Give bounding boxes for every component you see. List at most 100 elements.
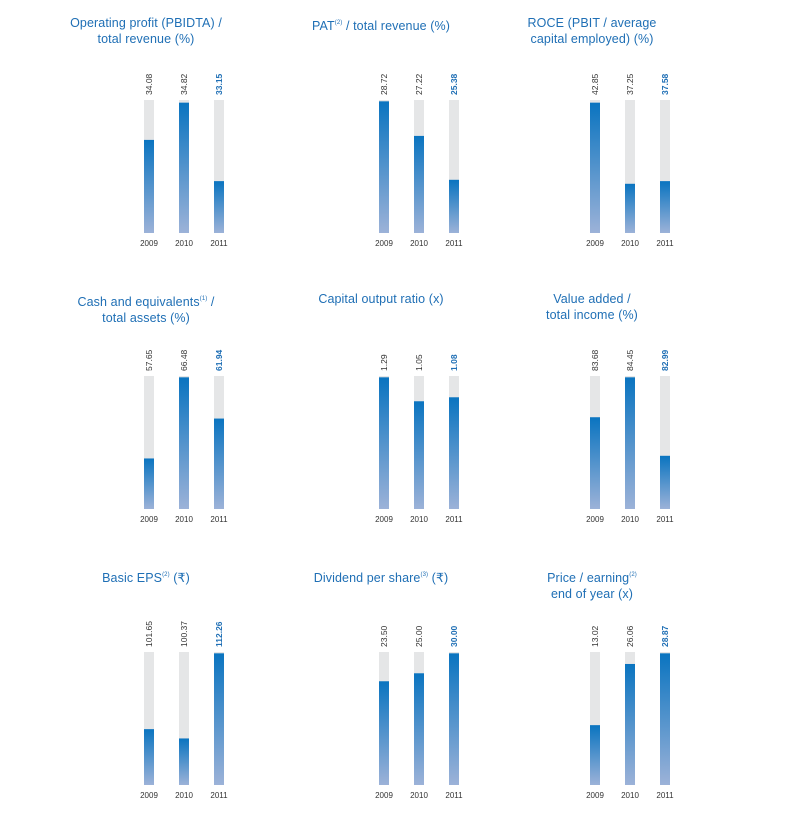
chart-svg: 1.29 2009 1.05 2010 1.08 2011 xyxy=(375,354,463,524)
value-label-2010: 84.45 xyxy=(625,349,635,371)
bar-2011 xyxy=(214,181,224,233)
year-label-2009: 2009 xyxy=(140,239,158,248)
value-label-2010: 37.25 xyxy=(625,73,635,95)
bar-2010 xyxy=(414,673,424,785)
title-text: (₹) xyxy=(428,571,449,585)
bar-2009 xyxy=(379,377,389,509)
bar-2009 xyxy=(590,102,600,233)
chart-title: PAT(2) / total revenue (%) xyxy=(261,15,501,34)
chart-title: Dividend per share(3) (₹) xyxy=(261,567,501,586)
value-label-2009: 13.02 xyxy=(590,625,600,647)
chart-panel-price-earning: Price / earning(2) end of year (x) 13.02 2… xyxy=(472,567,712,827)
bar-track xyxy=(660,376,670,509)
bar-track xyxy=(625,100,635,233)
year-label-2009: 2009 xyxy=(375,515,393,524)
year-label-2010: 2010 xyxy=(410,515,428,524)
value-label-2009: 34.08 xyxy=(144,73,154,95)
value-label-2009: 1.29 xyxy=(379,354,389,371)
year-label-2010: 2010 xyxy=(175,239,193,248)
title-text: Cash and equivalents xyxy=(77,295,200,309)
bar-2010 xyxy=(414,401,424,509)
value-label-2011: 28.87 xyxy=(660,625,670,647)
chart-svg: 13.02 2009 26.06 2010 28.87 2011 xyxy=(586,625,674,800)
chart-title: Value added / total income (%) xyxy=(472,291,712,323)
value-label-2010: 27.22 xyxy=(414,73,424,95)
bar-2010 xyxy=(625,183,635,233)
value-label-2010: 1.05 xyxy=(414,354,424,371)
bar-2011 xyxy=(214,418,224,509)
chart-svg: 34.08 2009 34.82 2010 33.15 2011 xyxy=(140,73,228,248)
year-label-2011: 2011 xyxy=(210,791,228,800)
value-label-2011: 25.38 xyxy=(449,73,459,95)
bar-2010 xyxy=(179,738,189,785)
chart-panel-pat: PAT(2) / total revenue (%) 28.72 2009 27.2… xyxy=(261,15,501,275)
chart-panel-cash: Cash and equivalents(1) / total assets (%… xyxy=(26,291,266,551)
bar-2009 xyxy=(144,458,154,509)
chart-svg: 23.50 2009 25.00 2010 30.00 2011 xyxy=(375,625,463,800)
title-text: end of year (x) xyxy=(550,587,634,601)
year-label-2011: 2011 xyxy=(210,239,228,248)
year-label-2011: 2011 xyxy=(445,239,463,248)
year-label-2011: 2011 xyxy=(445,791,463,800)
title-text: total assets (%) xyxy=(102,311,190,325)
title-text: Dividend per share xyxy=(313,571,421,585)
chart-title: Capital output ratio (x) xyxy=(261,291,501,307)
value-label-2009: 83.68 xyxy=(590,349,600,371)
year-label-2009: 2009 xyxy=(586,515,604,524)
bar-track xyxy=(144,376,154,509)
value-label-2011: 37.58 xyxy=(660,73,670,95)
year-label-2010: 2010 xyxy=(410,239,428,248)
title-superscript: (2) xyxy=(334,20,343,26)
chart-panel-operating-profit: Operating profit (PBIDTA) / total revenue… xyxy=(26,15,266,275)
chart-title: Operating profit (PBIDTA) / total revenue… xyxy=(26,15,266,47)
value-label-2010: 26.06 xyxy=(625,625,635,647)
title-text: (₹) xyxy=(169,571,190,585)
value-label-2009: 42.85 xyxy=(590,73,600,95)
year-label-2011: 2011 xyxy=(656,239,674,248)
year-label-2010: 2010 xyxy=(621,515,639,524)
value-label-2010: 66.48 xyxy=(179,349,189,371)
title-text: / xyxy=(207,295,215,309)
year-label-2011: 2011 xyxy=(445,515,463,524)
title-text: capital employed) (%) xyxy=(530,32,654,46)
title-text: / total revenue (%) xyxy=(342,19,450,33)
bar-2009 xyxy=(379,681,389,785)
bar-track xyxy=(590,652,600,785)
year-label-2010: 2010 xyxy=(621,791,639,800)
bar-2009 xyxy=(144,139,154,233)
bar-2011 xyxy=(660,181,670,233)
chart-svg: 28.72 2009 27.22 2010 25.38 2011 xyxy=(375,73,463,248)
title-superscript: (3) xyxy=(420,572,429,578)
bar-track xyxy=(144,652,154,785)
year-label-2009: 2009 xyxy=(375,791,393,800)
year-label-2010: 2010 xyxy=(175,791,193,800)
title-text: PAT xyxy=(311,19,335,33)
chart-svg: 42.85 2009 37.25 2010 37.58 2011 xyxy=(586,73,674,248)
value-label-2011: 112.26 xyxy=(214,621,224,647)
chart-panel-roce: ROCE (PBIT / average capital employed) (%… xyxy=(472,15,712,275)
bar-track xyxy=(179,652,189,785)
year-label-2009: 2009 xyxy=(140,515,158,524)
bar-2009 xyxy=(379,101,389,233)
chart-svg: 101.65 2009 100.37 2010 112.26 2011 xyxy=(140,621,228,800)
value-label-2011: 1.08 xyxy=(449,354,459,371)
bar-2011 xyxy=(449,179,459,233)
chart-title: ROCE (PBIT / average capital employed) (%… xyxy=(472,15,712,47)
title-superscript: (2) xyxy=(629,572,637,578)
chart-title: Price / earning(2) end of year (x) xyxy=(472,567,712,602)
value-label-2010: 100.37 xyxy=(179,621,189,647)
year-label-2009: 2009 xyxy=(140,791,158,800)
bar-2010 xyxy=(179,377,189,509)
bar-2011 xyxy=(214,653,224,785)
bar-2010 xyxy=(179,102,189,233)
chart-panel-value-added: Value added / total income (%) 83.68 2009 8… xyxy=(472,291,712,551)
value-label-2010: 34.82 xyxy=(179,73,189,95)
value-label-2011: 82.99 xyxy=(660,349,670,371)
chart-title: Basic EPS(2) (₹) xyxy=(26,567,266,586)
bar-track xyxy=(449,100,459,233)
bar-2011 xyxy=(660,455,670,509)
value-label-2009: 57.65 xyxy=(144,349,154,371)
bar-2010 xyxy=(625,663,635,785)
title-text: total income (%) xyxy=(546,308,638,322)
year-label-2010: 2010 xyxy=(175,515,193,524)
